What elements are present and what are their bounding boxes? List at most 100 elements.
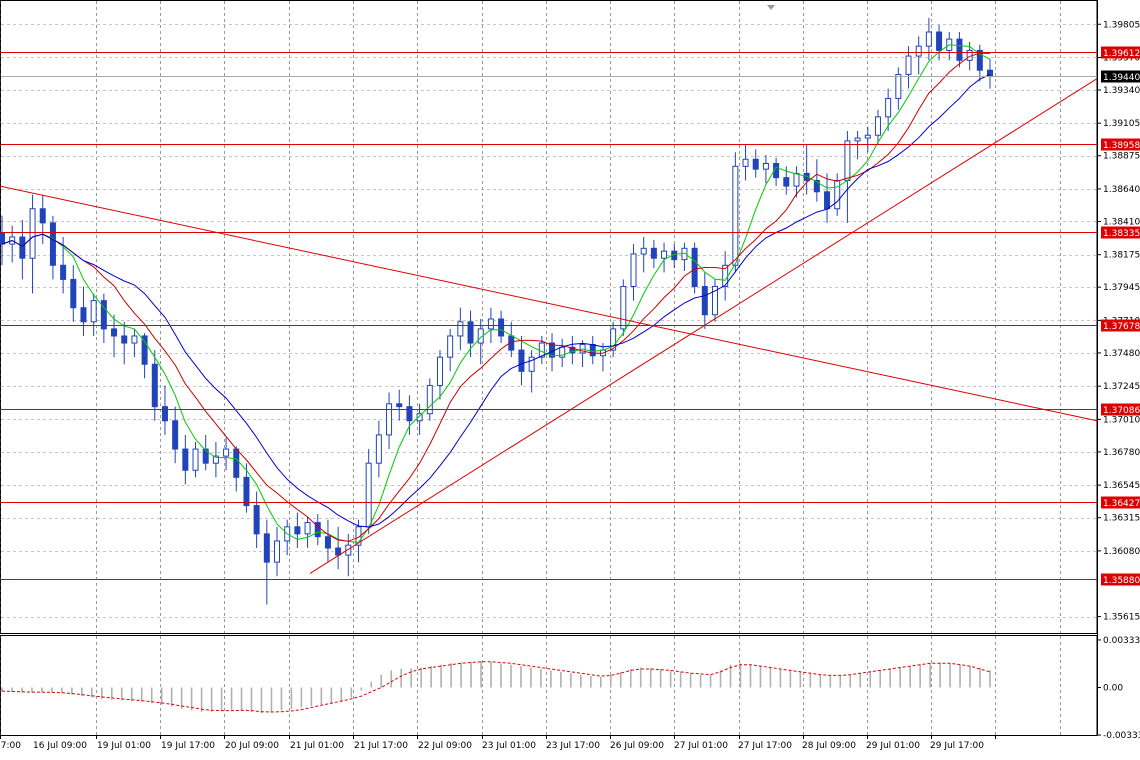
candle-body (141, 335, 148, 365)
y-tick-label: 1.39805 (1103, 20, 1140, 30)
candle-body (824, 191, 831, 210)
y-tick-label: 1.36780 (1103, 448, 1140, 458)
candle-body (253, 505, 260, 535)
candle-body (324, 536, 331, 549)
candle-body (559, 346, 566, 358)
candle-body (212, 455, 219, 464)
candle-body (844, 140, 851, 181)
oscillator-tick-label: -0.003333 (1103, 731, 1140, 741)
x-tick-label: 27 Jul 17:00 (738, 741, 792, 751)
x-tick-label: 27 Jul 01:00 (674, 741, 728, 751)
x-tick-label: 19 Jul 17:00 (161, 741, 215, 751)
candle-body (874, 116, 881, 136)
candle-body (762, 163, 769, 170)
y-tick-label: 1.36315 (1103, 514, 1140, 524)
x-tick-label: 23 Jul 01:00 (482, 741, 536, 751)
candle-body (895, 73, 902, 99)
horizontal-level-tag (1101, 319, 1140, 332)
candle-body (274, 540, 281, 563)
horizontal-level-label: 1.36427 (1103, 499, 1140, 509)
trendline-descending (0, 185, 1098, 422)
candle-body (813, 179, 820, 193)
y-tick-label: 1.37945 (1103, 283, 1140, 293)
candle-body (121, 335, 128, 344)
candle-body (60, 264, 67, 280)
candle-body (956, 38, 963, 61)
candle-body (396, 403, 403, 408)
horizontal-level-label: 1.39612 (1103, 49, 1140, 59)
candle-body (732, 165, 739, 266)
candle-body (640, 247, 647, 255)
candle-body (202, 448, 209, 464)
y-tick-label: 1.37010 (1103, 415, 1140, 425)
y-tick-label: 1.38175 (1103, 251, 1140, 261)
candle-body (793, 172, 800, 187)
candle-body (314, 522, 321, 538)
candle-body (233, 448, 240, 478)
candle-body (192, 448, 199, 471)
candle-body (864, 134, 871, 139)
candle-body (498, 318, 505, 337)
candle-body (681, 247, 688, 261)
candle-body (335, 547, 342, 556)
x-tick-label: 20 Jul 09:00 (225, 741, 279, 751)
y-tick-label: 1.39105 (1103, 119, 1140, 129)
candle-body (661, 250, 668, 259)
candle-body (610, 328, 617, 351)
horizontal-level-tag (1101, 573, 1140, 586)
current-price-label: 1.39440 (1103, 73, 1140, 83)
current-price-tag (1101, 70, 1140, 83)
moving-average-line (1, 44, 991, 543)
candle-body (905, 55, 912, 75)
candle-body (457, 321, 464, 337)
candle-body (131, 335, 138, 344)
trendline-ascending (309, 78, 1098, 574)
x-tick-label: 29 Jul 17:00 (930, 741, 984, 751)
moving-average-line (1, 52, 991, 542)
candle-body (375, 434, 382, 464)
candle-body (467, 321, 474, 344)
horizontal-level-label: 1.38335 (1103, 229, 1140, 239)
x-tick-label: 21 Jul 01:00 (290, 741, 344, 751)
candle-body (528, 356, 535, 372)
horizontal-level-tag (1101, 496, 1140, 509)
horizontal-level-label: 1.35880 (1103, 576, 1140, 586)
x-tick-label: 26 Jul 09:00 (610, 741, 664, 751)
y-tick-label: 1.38640 (1103, 185, 1140, 195)
x-tick-label: 16 Jul 09:00 (33, 741, 87, 751)
candle-body (569, 346, 576, 354)
candle-body (701, 285, 708, 316)
candle-body (161, 406, 168, 422)
candle-body (447, 335, 454, 358)
candle-body (172, 420, 179, 450)
y-tick-label: 1.38875 (1103, 152, 1140, 162)
candle-body (803, 172, 810, 181)
horizontal-level-label: 1.37678 (1103, 322, 1140, 332)
candle-body (0, 232, 5, 245)
oscillator-signal-line (1, 661, 991, 713)
candle-body (355, 526, 362, 546)
horizontal-level-tag (1101, 46, 1140, 59)
x-tick-label: 21 Jul 17:00 (354, 741, 408, 751)
candle-body (182, 448, 189, 471)
candle-body (976, 49, 983, 71)
x-tick-label: 28 Jul 09:00 (802, 741, 856, 751)
candle-body (834, 179, 841, 210)
candle-body (111, 328, 118, 337)
candle-body (304, 522, 311, 535)
candle-body (151, 363, 158, 408)
candle-body (987, 69, 993, 77)
candle-body (711, 285, 718, 316)
y-tick-label: 1.36545 (1103, 481, 1140, 491)
candle-body (936, 31, 943, 51)
candle-body (783, 177, 790, 187)
x-tick-label: 29 Jul 01:00 (866, 741, 920, 751)
candle-body (416, 413, 423, 422)
oscillator-tick-label: 0.00 (1103, 684, 1123, 694)
horizontal-level-label: 1.37086 (1103, 406, 1140, 416)
candle-body (915, 45, 922, 57)
candle-body (508, 335, 515, 351)
candle-body (345, 544, 352, 556)
candle-body (243, 476, 250, 507)
